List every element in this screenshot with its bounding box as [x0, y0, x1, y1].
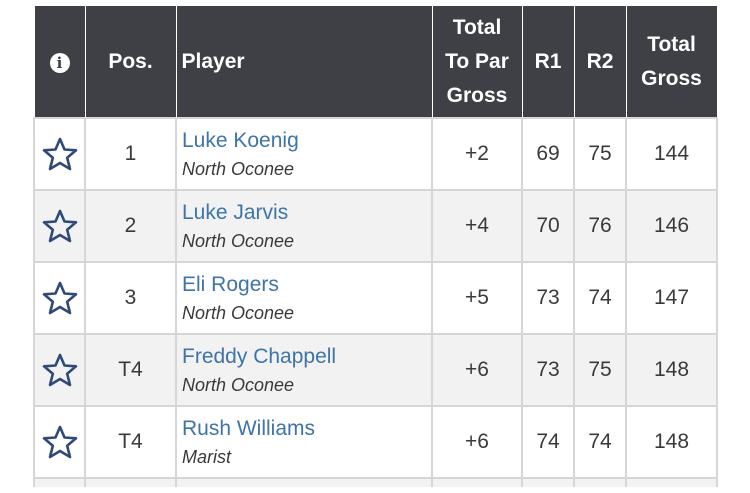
r2-cell: 75 [573, 117, 627, 191]
r2-cell: 76 [573, 189, 627, 263]
player-cell: Eli Rogers North Oconee [175, 261, 433, 335]
total-gross-cell: 148 [625, 405, 718, 479]
total-gross-cell: 147 [625, 261, 718, 335]
player-school: Marist [182, 447, 231, 467]
r2-header[interactable]: R2 [573, 6, 627, 119]
table-row: 3 Eli Rogers North Oconee +5 73 74 147 [33, 261, 718, 335]
leaderboard-table: i Pos. Player Total To Par Gross R1 R2 T… [33, 6, 718, 487]
table-row: T4 Rush Williams Marist +6 74 74 148 [33, 405, 718, 479]
total-gross-header-line1: Total [647, 32, 696, 56]
player-school: North Oconee [182, 303, 295, 323]
total-gross-header[interactable]: Total Gross [625, 6, 718, 119]
r2-cell: 75 [573, 333, 627, 407]
total-to-par-header-line1: Total [452, 15, 502, 39]
total-to-par-header-line3: Gross [446, 83, 508, 107]
total-to-par-header-line2: To Par [445, 49, 509, 73]
table-row-partial [33, 477, 718, 487]
leaderboard: i Pos. Player Total To Par Gross R1 R2 T… [33, 6, 718, 487]
r1-cell: 73 [521, 333, 575, 407]
favorite-toggle[interactable] [33, 333, 86, 407]
star-outline-icon[interactable] [42, 425, 78, 459]
info-header[interactable]: i [33, 6, 86, 119]
r1-cell: 73 [521, 261, 575, 335]
header-row: i Pos. Player Total To Par Gross R1 R2 T… [33, 6, 718, 119]
r1-cell: 70 [521, 189, 575, 263]
position-cell: 2 [84, 189, 177, 263]
pos-header[interactable]: Pos. [84, 6, 177, 119]
r1-cell: 69 [521, 117, 575, 191]
table-row: T4 Freddy Chappell North Oconee +6 73 75… [33, 333, 718, 407]
player-cell: Luke Koenig North Oconee [175, 117, 433, 191]
player-name-link[interactable]: Luke Jarvis [182, 201, 289, 224]
info-circle-icon[interactable]: i [49, 52, 70, 73]
player-name-link[interactable]: Luke Koenig [182, 129, 299, 152]
star-outline-icon[interactable] [42, 353, 78, 387]
favorite-toggle[interactable] [33, 117, 86, 191]
player-name-link[interactable]: Freddy Chappell [182, 345, 337, 368]
to-par-cell: +5 [431, 261, 523, 335]
table-row: 2 Luke Jarvis North Oconee +4 70 76 146 [33, 189, 718, 263]
total-gross-header-line2: Gross [641, 66, 702, 90]
player-cell: Luke Jarvis North Oconee [175, 189, 433, 263]
to-par-cell: +2 [431, 117, 523, 191]
r2-cell: 74 [573, 261, 627, 335]
total-gross-cell: 146 [625, 189, 718, 263]
r1-header[interactable]: R1 [521, 6, 575, 119]
r2-cell: 74 [573, 405, 627, 479]
table-row: 1 Luke Koenig North Oconee +2 69 75 144 [33, 117, 718, 191]
player-school: North Oconee [182, 159, 295, 179]
position-cell: 1 [84, 117, 177, 191]
position-cell: 3 [84, 261, 177, 335]
player-header[interactable]: Player [175, 6, 433, 119]
r1-cell: 74 [521, 405, 575, 479]
to-par-cell: +4 [431, 189, 523, 263]
star-outline-icon[interactable] [42, 209, 78, 243]
player-school: North Oconee [182, 231, 295, 251]
position-cell: T4 [84, 405, 177, 479]
to-par-cell: +6 [431, 333, 523, 407]
total-to-par-header[interactable]: Total To Par Gross [431, 6, 523, 119]
total-gross-cell: 144 [625, 117, 718, 191]
total-gross-cell: 148 [625, 333, 718, 407]
position-cell: T4 [84, 333, 177, 407]
favorite-toggle[interactable] [33, 189, 86, 263]
player-name-link[interactable]: Eli Rogers [182, 273, 279, 296]
star-outline-icon[interactable] [42, 137, 78, 171]
player-cell: Rush Williams Marist [175, 405, 433, 479]
star-outline-icon[interactable] [42, 281, 78, 315]
favorite-toggle[interactable] [33, 405, 86, 479]
favorite-toggle[interactable] [33, 261, 86, 335]
to-par-cell: +6 [431, 405, 523, 479]
player-name-link[interactable]: Rush Williams [182, 417, 316, 440]
player-cell: Freddy Chappell North Oconee [175, 333, 433, 407]
player-school: North Oconee [182, 375, 295, 395]
